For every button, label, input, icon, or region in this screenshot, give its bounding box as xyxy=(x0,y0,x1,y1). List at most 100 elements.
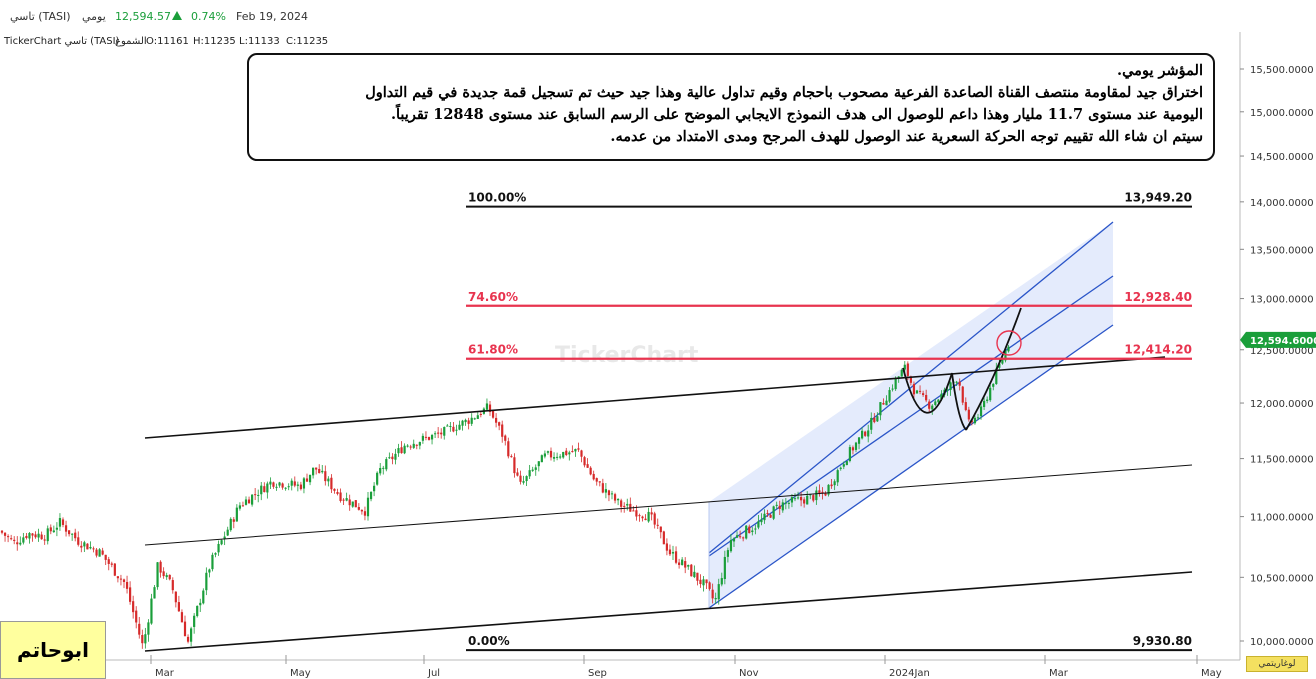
candle-body xyxy=(534,467,537,470)
candle-body xyxy=(138,623,141,635)
candle-body xyxy=(257,494,260,496)
candle-body xyxy=(214,553,217,555)
candle-body xyxy=(549,450,553,458)
symbol-name[interactable]: تاسي (TASI) xyxy=(10,10,71,23)
candle-body xyxy=(275,486,278,488)
candle-body xyxy=(68,530,71,535)
y-tick-label: 15,500.0000 xyxy=(1250,65,1314,76)
candle-body xyxy=(528,470,531,477)
candle-body xyxy=(58,518,62,527)
candle-body xyxy=(589,467,592,475)
close-value: C:11235 xyxy=(286,36,329,47)
candle-body xyxy=(778,505,781,509)
pattern-dip xyxy=(951,372,967,431)
candle-body xyxy=(757,521,760,528)
candle-body xyxy=(129,587,132,602)
candle-body xyxy=(125,581,129,589)
y-tick-label: 14,500.0000 xyxy=(1250,152,1314,163)
candle-body xyxy=(28,533,31,539)
candle-body xyxy=(818,490,821,494)
candle-body xyxy=(803,499,806,504)
candle-body xyxy=(345,498,348,501)
x-tick-label: Sep xyxy=(588,668,607,679)
candle-body xyxy=(31,533,34,536)
candle-body xyxy=(141,635,144,644)
candle-body xyxy=(739,536,742,538)
candle-body xyxy=(931,405,934,410)
candle-body xyxy=(479,414,482,416)
y-tick-label: 11,500.0000 xyxy=(1250,455,1314,466)
candle-body xyxy=(610,493,614,495)
current-price-label: 12,594.6000 xyxy=(1250,336,1316,347)
time-axis: Mar May Jul Sep Nov 2024Jan Mar May xyxy=(0,655,1240,679)
ascending-channel: TickerChart xyxy=(555,221,1114,609)
candle-body xyxy=(775,504,778,506)
candle-body xyxy=(989,387,992,401)
candle-body xyxy=(684,561,687,568)
fib-level-value: 13,949.20 xyxy=(1124,191,1192,205)
candle-body xyxy=(153,587,156,599)
candle-body xyxy=(354,500,357,508)
candle-body xyxy=(882,402,885,405)
note-line: اليومية عند مستوى 11.7 مليار وهذا داعم ل… xyxy=(390,106,1203,123)
candle-body xyxy=(659,526,662,533)
candle-body xyxy=(55,527,58,530)
candle-body xyxy=(77,537,80,545)
candle-body xyxy=(61,519,65,525)
candle-body xyxy=(330,477,333,490)
candle-body xyxy=(144,634,147,644)
candle-body xyxy=(226,529,229,536)
candle-body xyxy=(339,492,342,501)
candle-body xyxy=(71,533,74,535)
candle-body xyxy=(437,432,440,434)
candle-body xyxy=(7,536,10,538)
candle-body xyxy=(604,489,607,493)
candle-body xyxy=(720,578,723,585)
candle-body xyxy=(885,400,888,406)
candle-body xyxy=(912,384,916,395)
candle-body xyxy=(665,543,668,551)
candle-body xyxy=(34,534,37,538)
pattern-target-path xyxy=(965,307,1022,431)
candle-body xyxy=(909,376,912,383)
channel-lower-line xyxy=(708,324,1114,609)
candle-body xyxy=(836,470,839,483)
candle-body xyxy=(110,563,113,565)
candle-body xyxy=(726,550,729,557)
period-label[interactable]: يومي xyxy=(82,10,106,23)
candle-body xyxy=(305,478,309,482)
candle-body xyxy=(379,467,382,474)
log-scale-button[interactable]: لوغاريتمي xyxy=(1246,656,1308,672)
candle-body xyxy=(22,537,25,543)
candle-body xyxy=(552,457,556,459)
candle-body xyxy=(452,426,455,432)
candle-body xyxy=(601,483,604,493)
change-percent: 0.74% xyxy=(191,10,226,23)
candle-body xyxy=(119,578,123,580)
candle-body xyxy=(281,483,284,488)
ohlc-infobar: TickerChart تاسي (TASI) الشموع O:11161 H… xyxy=(0,32,1240,52)
candle-body xyxy=(699,579,702,585)
candle-body xyxy=(983,400,986,407)
candle-body xyxy=(92,548,95,550)
candle-body xyxy=(717,584,720,600)
candle-body xyxy=(586,464,589,468)
candle-body xyxy=(607,490,611,496)
candle-body xyxy=(918,390,922,392)
candle-body xyxy=(687,564,690,567)
candle-body xyxy=(729,539,733,552)
candle-body xyxy=(83,542,86,547)
candle-body xyxy=(302,478,306,489)
x-tick-label: Mar xyxy=(155,668,175,679)
candle-body xyxy=(49,527,52,532)
candle-body xyxy=(491,410,495,418)
candle-body xyxy=(857,437,861,444)
candle-body xyxy=(723,556,726,580)
candle-body xyxy=(580,450,583,457)
note-line: سيتم ان شاء الله تقييم توجه الحركة السعر… xyxy=(610,128,1203,145)
candle-body xyxy=(940,393,943,400)
candle-body xyxy=(562,451,565,458)
candle-body xyxy=(400,447,403,454)
candle-body xyxy=(644,518,647,521)
